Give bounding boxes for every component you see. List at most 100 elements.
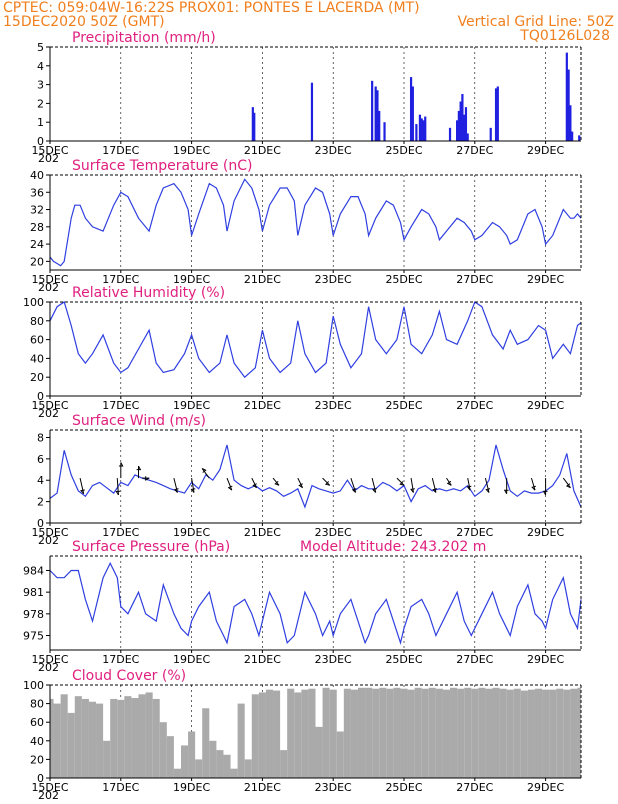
cloud-bar bbox=[421, 688, 429, 778]
temperature-line bbox=[49, 178, 582, 267]
wind-arrow-head bbox=[118, 462, 124, 467]
wind-arrow-head bbox=[252, 483, 257, 489]
y-tick-label: 40 bbox=[30, 169, 44, 182]
x-tick-label: 27DEC bbox=[456, 399, 493, 412]
header-model-id: TQ0126L028 bbox=[519, 28, 610, 44]
wind-arrow-head bbox=[298, 483, 303, 489]
x-tick-label: 21DEC bbox=[244, 653, 281, 666]
cloud-bar bbox=[513, 688, 521, 778]
cloud-bar bbox=[542, 689, 550, 778]
panel-cloud: Cloud Cover (%) 0 20 40 60 80 100 15DEC 17DEC 19D… bbox=[23, 668, 582, 802]
cloud-bar bbox=[457, 688, 465, 778]
cloud-bar bbox=[407, 689, 415, 778]
cloud-bar bbox=[471, 688, 479, 778]
cloud-bar bbox=[350, 689, 358, 778]
panel-pressure: Surface Pressure (hPa) Model Altitude: 24… bbox=[23, 539, 582, 674]
panel-temperature: Surface Temperature (nC) 20 24 28 32 36 40 15DE… bbox=[30, 158, 582, 294]
wind-arrow-head bbox=[274, 481, 280, 486]
wind-arrow-head bbox=[410, 488, 415, 493]
cloud-bar bbox=[237, 703, 245, 778]
cloud-bar bbox=[273, 690, 281, 778]
wind-line bbox=[49, 444, 582, 509]
precip-bar bbox=[253, 112, 256, 141]
precip-bar bbox=[456, 120, 459, 141]
x-tick-label: 15DEC bbox=[31, 653, 68, 666]
x-tick-label: 23DEC bbox=[315, 526, 352, 539]
y-tick-label: 60 bbox=[30, 334, 44, 347]
x-tick-label: 29DEC bbox=[527, 653, 564, 666]
x-year-label: 202 bbox=[38, 281, 59, 294]
x-tick-label: 17DEC bbox=[102, 653, 139, 666]
cloud-bar bbox=[173, 768, 181, 778]
y-tick-label: 20 bbox=[30, 753, 44, 766]
x-tick-label: 21DEC bbox=[244, 526, 281, 539]
wind-arrow-head bbox=[227, 485, 233, 491]
y-tick-label: 975 bbox=[23, 630, 44, 643]
wind-arrow-head bbox=[446, 480, 452, 486]
cloud-bar bbox=[152, 698, 160, 778]
precip-bar bbox=[466, 133, 469, 141]
wind-arrow bbox=[410, 478, 414, 493]
wind-arrow-head bbox=[542, 490, 548, 496]
x-tick-label: 15DEC bbox=[31, 781, 68, 794]
header-date: 15DEC2020 50Z (GMT) bbox=[3, 14, 165, 30]
precip-bar bbox=[463, 114, 466, 141]
cloud-bar bbox=[74, 696, 82, 778]
y-tick-label: 20 bbox=[30, 255, 44, 268]
x-tick-label: 17DEC bbox=[102, 781, 139, 794]
x-tick-label: 19DEC bbox=[173, 399, 210, 412]
panel-humidity: Relative Humidity (%) 0 20 40 60 80 100 15DEC 17… bbox=[23, 285, 582, 420]
precip-bar bbox=[461, 94, 464, 141]
x-tick-label: 29DEC bbox=[527, 273, 564, 286]
precip-bar bbox=[376, 90, 379, 141]
y-tick-label: 3 bbox=[37, 79, 44, 92]
cloud-bar bbox=[50, 698, 54, 778]
cloud-bar bbox=[251, 694, 259, 778]
y-tick-label: 4 bbox=[37, 474, 44, 487]
cloud-bar bbox=[110, 698, 118, 778]
wind-arrow bbox=[530, 477, 536, 491]
cloud-bar bbox=[485, 688, 493, 778]
x-tick-label: 27DEC bbox=[456, 526, 493, 539]
precip-bar bbox=[411, 86, 414, 141]
wind-arrow bbox=[431, 477, 437, 493]
cloud-bar bbox=[400, 688, 408, 778]
precip-bar bbox=[374, 86, 377, 141]
precip-bar bbox=[415, 124, 418, 141]
wind-arrow bbox=[201, 468, 210, 479]
cloud-bar bbox=[393, 687, 401, 778]
cloud-bar bbox=[414, 687, 422, 778]
cloud-bar bbox=[534, 688, 543, 778]
y-tick-label: 28 bbox=[30, 221, 44, 234]
model-altitude-label: Model Altitude: 243.202 m bbox=[300, 539, 486, 555]
cloud-bar bbox=[365, 687, 373, 778]
wind-arrow bbox=[350, 477, 357, 493]
precip-bar bbox=[496, 86, 499, 141]
x-year-label: 202 bbox=[38, 152, 59, 165]
cloud-bar bbox=[195, 759, 203, 778]
pressure-line bbox=[49, 561, 582, 645]
cloud-bar bbox=[379, 687, 387, 778]
wind-arrow bbox=[297, 477, 304, 488]
cloud-bar bbox=[188, 731, 196, 778]
cloud-bar bbox=[301, 689, 309, 778]
precip-bar bbox=[569, 105, 572, 141]
y-tick-label: 40 bbox=[30, 735, 44, 748]
cloud-bar bbox=[520, 690, 528, 778]
wind-arrow bbox=[371, 477, 377, 493]
x-year-label: 202 bbox=[38, 661, 59, 674]
wind-arrow-head bbox=[503, 489, 509, 494]
x-tick-label: 23DEC bbox=[315, 653, 352, 666]
cloud-bar bbox=[209, 740, 217, 778]
x-tick-label: 23DEC bbox=[315, 399, 352, 412]
precip-bar bbox=[571, 131, 574, 141]
panel-precip: Precipitation (mm/h) 0 1 2 3 4 5 15DEC 17DEC 19DE… bbox=[31, 30, 582, 165]
wind-arrow-head bbox=[136, 465, 142, 471]
cloud-bar bbox=[159, 722, 167, 778]
wind-arrow-head bbox=[351, 488, 357, 493]
precip-bar bbox=[420, 118, 423, 141]
y-tick-label: 100 bbox=[23, 296, 44, 309]
cloud-bar bbox=[570, 688, 578, 778]
panel-title-wind: Surface Wind (m/s) bbox=[72, 413, 206, 429]
